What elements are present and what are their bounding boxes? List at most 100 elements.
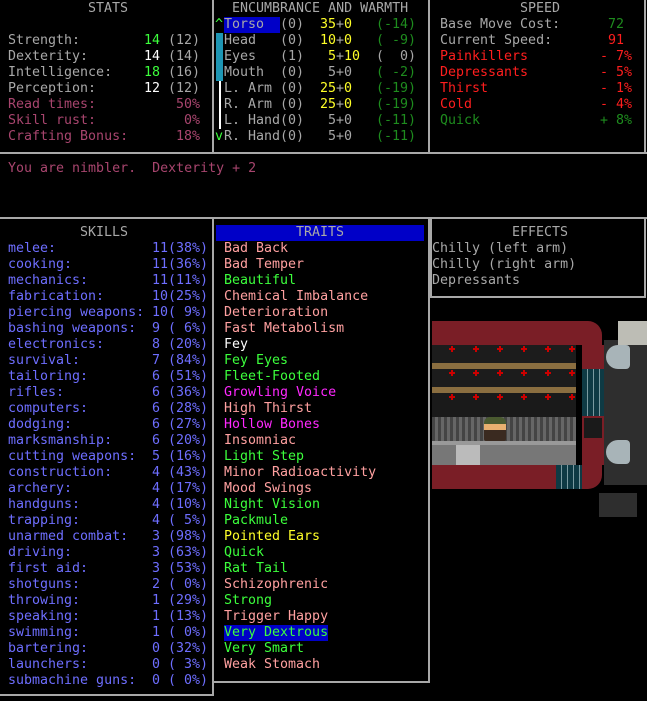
encumbrance-value: 5 — [320, 65, 337, 80]
trait-item[interactable]: Minor Radioactivity — [224, 465, 377, 480]
body-part-mouth[interactable]: Mouth — [224, 65, 265, 80]
skill-name[interactable]: dodging: — [8, 417, 73, 432]
effects-right-border — [644, 218, 646, 298]
stat-base-value: (12) — [168, 81, 201, 96]
layers-count: (0) — [280, 33, 305, 48]
skills-title: SKILLS — [80, 225, 129, 240]
skill-name[interactable]: marksmanship: — [8, 433, 113, 448]
trait-item[interactable]: Beautiful — [224, 273, 297, 288]
skill-level: 6 (51%) — [152, 369, 209, 384]
body-part-eyes[interactable]: Eyes — [224, 49, 257, 64]
skill-name[interactable]: bashing weapons: — [8, 321, 137, 336]
trait-item[interactable]: Fleet-Footed — [224, 369, 321, 384]
trait-item[interactable]: Hollow Bones — [224, 417, 321, 432]
skill-name[interactable]: survival: — [8, 353, 81, 368]
skill-level: 1 (29%) — [152, 593, 209, 608]
trait-item[interactable]: Insomniac — [224, 433, 297, 448]
effect-item[interactable]: Depressants — [432, 273, 521, 288]
body-part-l-hand[interactable]: L. Hand — [224, 113, 281, 128]
stat-extra-label: Crafting Bonus: — [8, 129, 129, 144]
skill-name[interactable]: swimming: — [8, 625, 81, 640]
trait-item[interactable]: High Thirst — [224, 401, 313, 416]
trait-item[interactable]: Quick — [224, 545, 265, 560]
skill-level: 11(11%) — [152, 273, 209, 288]
extra-encumbrance: 0 — [344, 97, 353, 112]
traits-title[interactable]: TRAITS — [216, 225, 424, 241]
trait-item[interactable]: Trigger Happy — [224, 609, 329, 624]
effect-item[interactable]: Chilly (right arm) — [432, 257, 577, 272]
trait-item[interactable]: Very Smart — [224, 641, 305, 656]
trait-item[interactable]: Deterioration — [224, 305, 329, 320]
map-wall-panel — [504, 417, 528, 441]
scroll-up-indicator[interactable]: ^ — [215, 17, 224, 32]
body-part-r-hand[interactable]: R. Hand — [224, 129, 281, 144]
skill-name[interactable]: tailoring: — [8, 369, 89, 384]
extra-encumbrance: 0 — [344, 33, 353, 48]
skill-name[interactable]: submachine guns: — [8, 673, 137, 688]
enc-scrollbar-thumb[interactable] — [216, 33, 223, 81]
skill-name[interactable]: melee: — [8, 241, 57, 256]
trait-item[interactable]: Chemical Imbalance — [224, 289, 369, 304]
skill-level: 6 (36%) — [152, 385, 209, 400]
trait-item[interactable]: Light Step — [224, 449, 305, 464]
body-part-r-arm[interactable]: R. Arm — [224, 97, 273, 112]
skill-name[interactable]: fabrication: — [8, 289, 105, 304]
map-bottom-grate — [556, 465, 582, 489]
skill-name[interactable]: handguns: — [8, 497, 81, 512]
player-character — [484, 417, 506, 441]
skill-name[interactable]: mechanics: — [8, 273, 89, 288]
trait-item[interactable]: Very Dextrous — [224, 625, 329, 641]
skill-name[interactable]: unarmed combat: — [8, 529, 129, 544]
speed-label: Painkillers — [440, 49, 529, 64]
skill-level: 3 (63%) — [152, 545, 209, 560]
trait-item[interactable]: Weak Stomach — [224, 657, 321, 672]
body-part-head[interactable]: Head — [224, 33, 257, 48]
skill-name[interactable]: cutting weapons: — [8, 449, 137, 464]
trait-item[interactable]: Fey Eyes — [224, 353, 289, 368]
trait-item[interactable]: Strong — [224, 593, 273, 608]
speed-label: Thirst — [440, 81, 489, 96]
medical-cross-icon — [473, 394, 479, 400]
trait-item[interactable]: Fast Metabolism — [224, 321, 345, 336]
game-map-view[interactable] — [432, 320, 647, 517]
encumbrance-title: ENCUMBRANCE AND WARMTH — [232, 1, 409, 16]
skill-level: 1 ( 0%) — [152, 625, 209, 640]
trait-item[interactable]: Rat Tail — [224, 561, 289, 576]
skill-name[interactable]: cooking: — [8, 257, 73, 272]
skill-name[interactable]: throwing: — [8, 593, 81, 608]
trait-item[interactable]: Fey — [224, 337, 249, 352]
skill-name[interactable]: electronics: — [8, 337, 105, 352]
trait-item[interactable]: Bad Back — [224, 241, 289, 256]
layers-count: (0) — [280, 81, 305, 96]
skill-name[interactable]: construction: — [8, 465, 113, 480]
skill-name[interactable]: computers: — [8, 401, 89, 416]
skill-name[interactable]: driving: — [8, 545, 73, 560]
trait-item[interactable]: Mood Swings — [224, 481, 313, 496]
scroll-down-indicator[interactable]: v — [215, 129, 224, 144]
effect-item[interactable]: Chilly (left arm) — [432, 241, 569, 256]
skill-name[interactable]: first aid: — [8, 561, 89, 576]
skill-name[interactable]: trapping: — [8, 513, 81, 528]
body-part-torso[interactable]: Torso — [224, 17, 280, 33]
skill-name[interactable]: piercing weapons: — [8, 305, 145, 320]
skill-name[interactable]: bartering: — [8, 641, 89, 656]
trait-item[interactable]: Growling Voice — [224, 385, 337, 400]
stat-extra-label: Read times: — [8, 97, 97, 112]
trait-item[interactable]: Pointed Ears — [224, 529, 321, 544]
skill-name[interactable]: launchers: — [8, 657, 89, 672]
trait-item[interactable]: Packmule — [224, 513, 289, 528]
skill-level: 9 ( 6%) — [152, 321, 209, 336]
skill-name[interactable]: archery: — [8, 481, 73, 496]
trait-item[interactable]: Bad Temper — [224, 257, 305, 272]
trait-item[interactable]: Night Vision — [224, 497, 321, 512]
warmth-value: (-19) — [376, 81, 417, 96]
skill-name[interactable]: shotguns: — [8, 577, 81, 592]
layers-count: (0) — [280, 129, 305, 144]
skill-level: 6 (20%) — [152, 433, 209, 448]
skill-level: 4 (10%) — [152, 497, 209, 512]
skill-name[interactable]: rifles: — [8, 385, 65, 400]
body-part-l-arm[interactable]: L. Arm — [224, 81, 273, 96]
skill-name[interactable]: speaking: — [8, 609, 81, 624]
enc-scrollbar-track[interactable] — [219, 81, 221, 129]
trait-item[interactable]: Schizophrenic — [224, 577, 329, 592]
